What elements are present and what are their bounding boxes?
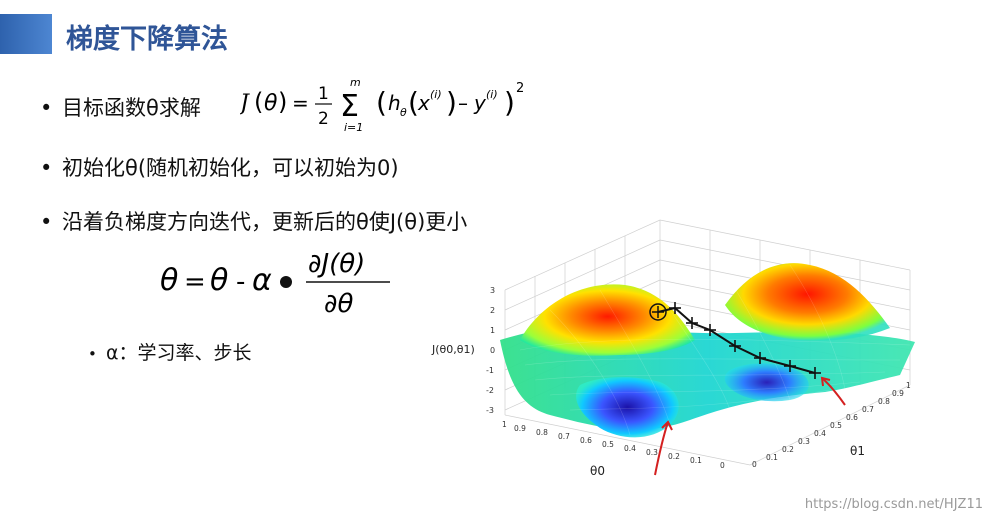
svg-text:(i): (i) xyxy=(430,88,442,101)
svg-text:Σ: Σ xyxy=(340,89,359,124)
svg-text:0.2: 0.2 xyxy=(668,452,680,461)
minimum-arrows xyxy=(654,376,846,476)
surface-pit-right xyxy=(724,363,809,402)
svg-text:1: 1 xyxy=(502,420,507,429)
surface-pit-left xyxy=(576,377,679,438)
svg-text:∂J(θ): ∂J(θ) xyxy=(308,249,365,279)
svg-text:θ: θ xyxy=(264,91,278,116)
bullet-dot: • xyxy=(40,96,53,120)
svg-text:0.7: 0.7 xyxy=(558,432,570,441)
svg-text:-3: -3 xyxy=(486,406,494,415)
svg-text:-2: -2 xyxy=(486,386,494,395)
svg-text:0.5: 0.5 xyxy=(830,421,842,430)
svg-text:): ) xyxy=(504,86,515,119)
svg-text:-: - xyxy=(236,267,245,297)
svg-text:0: 0 xyxy=(720,461,725,470)
svg-text:–: – xyxy=(458,91,468,115)
update-rule-equation: θ = θ - α ∂J(θ) ∂θ xyxy=(160,249,390,319)
svg-text:2: 2 xyxy=(516,81,524,96)
svg-text:0.6: 0.6 xyxy=(580,436,592,445)
svg-text:): ) xyxy=(446,86,457,119)
z-axis-ticks: 3 2 1 0 -1 -2 -3 xyxy=(486,286,495,415)
svg-text:0.6: 0.6 xyxy=(846,413,858,422)
svg-text:(: ( xyxy=(376,86,387,119)
svg-text:θ: θ xyxy=(210,263,228,298)
svg-text:2: 2 xyxy=(318,109,329,129)
svg-text:(: ( xyxy=(254,88,263,116)
svg-text:0.5: 0.5 xyxy=(602,440,614,449)
slide-title: 梯度下降算法 xyxy=(66,24,228,55)
svg-text:m: m xyxy=(350,76,361,89)
cost-function-equation: J ( θ ) = 1 2 m Σ i=1 ( h θ ( x (i) ) – … xyxy=(240,76,524,134)
svg-text:α: α xyxy=(252,263,272,298)
svg-text:θ: θ xyxy=(400,106,407,119)
bullet-dot: • xyxy=(40,210,53,234)
y-axis-label: θ1 xyxy=(850,444,865,458)
bullet-text: 初始化θ(随机初始化，可以初始为0) xyxy=(62,156,399,180)
svg-text:): ) xyxy=(278,88,287,116)
svg-text:0.1: 0.1 xyxy=(690,456,702,465)
svg-text:0.3: 0.3 xyxy=(798,437,810,446)
svg-text:0.4: 0.4 xyxy=(624,444,636,453)
svg-text:(i): (i) xyxy=(486,88,498,101)
y-axis-ticks: 0 0.1 0.2 0.3 0.4 0.5 0.6 0.7 0.8 0.9 1 xyxy=(752,381,911,469)
svg-text:0.9: 0.9 xyxy=(514,424,526,433)
svg-text:0: 0 xyxy=(752,460,757,469)
svg-text:x: x xyxy=(417,91,430,115)
svg-text:1: 1 xyxy=(906,381,911,390)
svg-text:0.2: 0.2 xyxy=(782,445,794,454)
bullet-objective: • 目标函数θ求解 xyxy=(40,92,201,122)
svg-text:0.8: 0.8 xyxy=(536,428,548,437)
x-axis-ticks: 1 0.9 0.8 0.7 0.6 0.5 0.4 0.3 0.2 0.1 0 xyxy=(502,420,725,470)
svg-text:=: = xyxy=(184,267,206,297)
svg-text:h: h xyxy=(388,91,401,115)
bullet-text: 沿着负梯度方向迭代，更新后的θ使J(θ)更小 xyxy=(62,210,468,234)
surface-peak-left xyxy=(520,284,695,356)
svg-text:y: y xyxy=(473,91,487,115)
surface-mesh xyxy=(519,264,911,436)
svg-text:∂θ: ∂θ xyxy=(324,289,353,319)
descent-path xyxy=(649,302,821,379)
svg-text:0: 0 xyxy=(490,346,495,355)
watermark: https://blog.csdn.net/HJZ11 xyxy=(804,497,983,512)
svg-text:0.8: 0.8 xyxy=(878,397,890,406)
sub-bullet-text: α：学习率、步长 xyxy=(106,342,252,364)
svg-text:0.4: 0.4 xyxy=(814,429,826,438)
z-axis-label: J(θ0,θ1) xyxy=(431,343,475,356)
svg-text:0.9: 0.9 xyxy=(892,389,904,398)
gradient-descent-surface-plot: 3 2 1 0 -1 -2 -3 J(θ0,θ1) 1 0.9 0.8 0.7 … xyxy=(431,219,915,478)
svg-text:3: 3 xyxy=(490,286,495,295)
svg-text:0.1: 0.1 xyxy=(766,453,778,462)
bullet-iterate: • 沿着负梯度方向迭代，更新后的θ使J(θ)更小 xyxy=(40,206,467,236)
bullet-dot: • xyxy=(88,345,97,363)
svg-text:=: = xyxy=(292,91,309,115)
svg-text:i=1: i=1 xyxy=(344,121,363,134)
svg-text:θ: θ xyxy=(160,263,178,298)
svg-text:0.3: 0.3 xyxy=(646,448,658,457)
svg-text:0.7: 0.7 xyxy=(862,405,874,414)
bullet-dot: • xyxy=(40,156,53,180)
surface-peak-right xyxy=(725,263,890,341)
svg-text:(: ( xyxy=(408,86,419,119)
title-accent-bar xyxy=(0,14,52,54)
bullet-text: 目标函数θ求解 xyxy=(62,96,201,120)
x-axis-label: θ0 xyxy=(590,464,605,478)
start-point-marker xyxy=(649,303,667,321)
svg-text:-1: -1 xyxy=(486,366,494,375)
svg-text:2: 2 xyxy=(490,306,495,315)
svg-text:1: 1 xyxy=(318,84,329,104)
svg-text:1: 1 xyxy=(490,326,495,335)
svg-text:J: J xyxy=(240,91,250,116)
bullet-initialize: • 初始化θ(随机初始化，可以初始为0) xyxy=(40,152,399,182)
sub-bullet-learning-rate: • α：学习率、步长 xyxy=(88,338,252,365)
